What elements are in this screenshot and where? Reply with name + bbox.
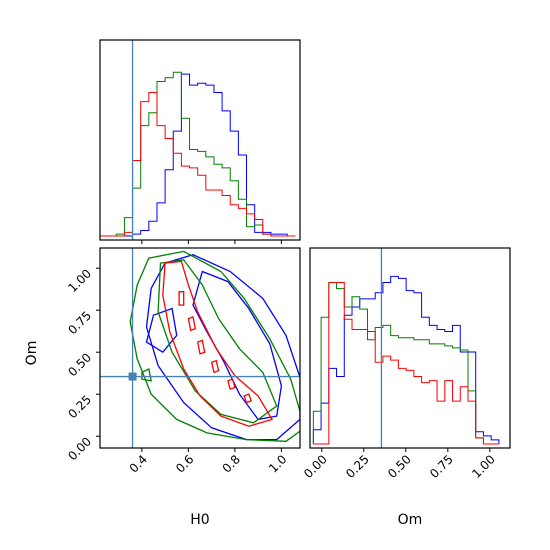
h0-histogram-series-2 — [100, 91, 296, 237]
om-x-tick-label-3: 0.75 — [427, 452, 456, 481]
h0-histogram-series-group — [100, 71, 296, 237]
contour-series-2-level-1 — [178, 291, 185, 306]
om-x-tick-label-0: 0.00 — [301, 452, 330, 481]
contour-series-group — [129, 250, 300, 442]
x-axis-label-h0: H0 — [190, 512, 209, 528]
contour-series-1-level-0 — [129, 250, 300, 442]
contour-series-2-level-2 — [187, 316, 197, 332]
contour-series-2-level-6 — [243, 393, 253, 404]
contour-series-2-level-0 — [162, 260, 274, 427]
om-histogram-series-2 — [313, 281, 499, 445]
contour-x-tick-label-0: 0.4 — [127, 452, 150, 475]
om-histogram-series-0 — [312, 275, 500, 444]
x-axis-label-om: Om — [398, 512, 423, 528]
om-histogram-frame — [309, 247, 511, 449]
om-x-tick-label-4: 1.00 — [469, 452, 498, 481]
om-x-tick-label-1: 0.25 — [343, 452, 372, 481]
om-x-tick-label-2: 0.50 — [385, 452, 414, 481]
h0-histogram-panel — [99, 39, 301, 244]
contour-y-tick-label-2: 0.50 — [65, 350, 94, 379]
y-axis-label-om: Om — [24, 341, 40, 366]
contour-series-2-level-4 — [210, 359, 220, 374]
contour-y-tick-label-0: 0.00 — [65, 434, 94, 463]
contour-y-tick-label-3: 0.75 — [65, 308, 94, 337]
contour-series-2-level-3 — [196, 339, 206, 355]
om-histogram-series-group — [312, 275, 500, 445]
contour-series-0-level-2 — [145, 307, 178, 354]
contour-series-1-level-1 — [157, 259, 278, 424]
contour-frame — [99, 247, 301, 449]
contour-series-0-level-1 — [192, 270, 283, 421]
contour-series-2-level-5 — [227, 378, 236, 391]
h0-histogram-series-0 — [100, 73, 296, 237]
contour-x-tick-label-1: 0.6 — [173, 452, 196, 475]
contour-y-tick-label-1: 0.25 — [65, 392, 94, 421]
h0-histogram-series-1 — [100, 71, 296, 237]
contour-truth-marker — [128, 372, 137, 381]
contour-x-tick-label-2: 0.8 — [220, 452, 243, 475]
h0-om-contour-panel: 0.4 0.6 0.8 1.0 0.00 0.25 0.50 0.75 1.00 — [65, 247, 301, 476]
contour-series-0-level-0 — [145, 254, 300, 441]
contour-x-tick-label-3: 1.0 — [266, 452, 289, 475]
om-histogram-panel: 0.00 0.25 0.50 0.75 1.00 — [301, 247, 511, 481]
om-histogram-series-1 — [312, 281, 499, 445]
h0-histogram-frame — [99, 39, 301, 241]
contour-y-tick-label-4: 1.00 — [65, 266, 94, 295]
